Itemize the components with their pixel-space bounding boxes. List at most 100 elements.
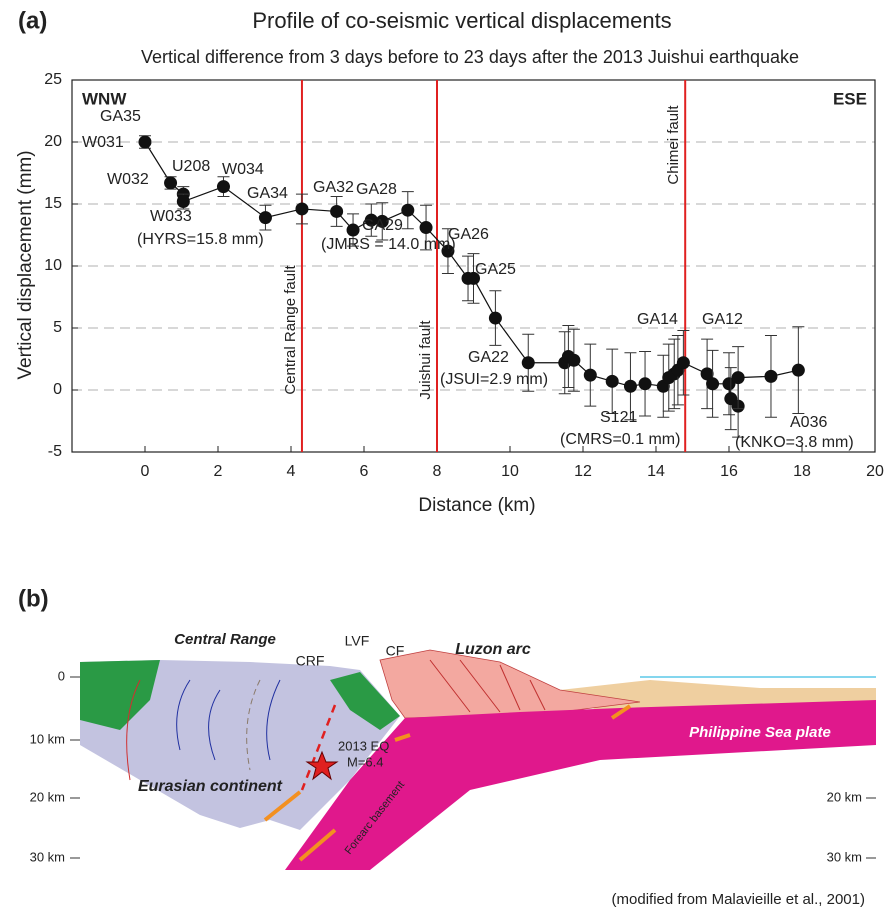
station-label: W033: [150, 208, 192, 225]
station-label: GA34: [247, 185, 288, 202]
diagram-label: Eurasian continent: [138, 778, 283, 795]
crf-fault: [300, 704, 337, 791]
x-tick-label: 12: [574, 463, 592, 480]
fault-label: Central Range fault: [282, 265, 299, 395]
station-label: GA29: [362, 217, 403, 234]
y-tick-label: 25: [44, 71, 62, 88]
diagram-label: Luzon arc: [455, 641, 531, 658]
station-label: GA12: [702, 311, 743, 328]
chart-title: Profile of co-seismic vertical displacem…: [252, 8, 671, 33]
chart-subtitle: Vertical difference from 3 days before t…: [141, 47, 799, 67]
station-label: (CMRS=0.1 mm): [560, 431, 680, 448]
y-tick-label: 5: [53, 319, 62, 336]
station-label: GA25: [475, 261, 516, 278]
x-tick-label: 18: [793, 463, 811, 480]
depth-label: 30 km: [827, 849, 862, 864]
panel-label: (b): [18, 585, 49, 612]
depth-tick: [70, 676, 876, 859]
diagram-label: Philippine Sea plate: [689, 724, 831, 741]
point: [583, 368, 597, 382]
motion-arrow: [263, 704, 632, 862]
fault: [429, 659, 546, 713]
station-label: A036: [790, 414, 827, 431]
depth-label: 0: [58, 668, 65, 683]
panel-label: (a): [18, 7, 47, 34]
point: [401, 203, 415, 217]
station-label: (HYRS=15.8 mm): [137, 231, 264, 248]
point: [467, 271, 480, 285]
point: [791, 363, 805, 377]
point: [164, 176, 178, 190]
x-tick-label: 8: [433, 463, 442, 480]
x-tick-label: 2: [214, 463, 223, 480]
station-label: W034: [222, 161, 264, 178]
y-axis-label: Vertical displacement (mm): [15, 150, 36, 379]
point: [605, 374, 619, 388]
cross-section: Central Range CRF LVF CF Luzon arc Phili…: [30, 631, 876, 908]
x-tick-label: 16: [720, 463, 738, 480]
point: [731, 371, 745, 385]
corner-label: WNW: [82, 89, 127, 108]
point: [567, 353, 581, 367]
depth-label: 30 km: [30, 849, 65, 864]
station-label: GA22: [468, 349, 509, 366]
point: [638, 377, 652, 391]
diagram-label: LVF: [345, 633, 370, 649]
y-tick-label: 0: [53, 381, 62, 398]
point: [488, 311, 502, 325]
station-label: S121: [600, 409, 637, 426]
station-label: (JSUI=2.9 mm): [440, 371, 548, 388]
point: [176, 195, 190, 209]
x-tick-label: 20: [866, 463, 884, 480]
station-label: GA28: [356, 181, 397, 198]
structure: [176, 679, 281, 761]
point: [258, 211, 272, 225]
station-label: (KNKO=3.8 mm): [735, 434, 854, 451]
plot-frame: [71, 79, 876, 453]
x-tick-label: 0: [141, 463, 150, 480]
point: [676, 356, 690, 370]
diagram-label: M=6.4: [347, 754, 384, 769]
y-tick-label: 15: [44, 195, 62, 212]
point: [623, 379, 637, 393]
point: [216, 180, 230, 194]
depth-label: 20 km: [827, 789, 862, 804]
station-label: GA35: [100, 108, 141, 125]
diagram-label: 2013 EQ: [338, 738, 389, 753]
point: [375, 214, 389, 228]
depth-label: 20 km: [30, 789, 65, 804]
y-tick-label: -5: [48, 443, 62, 460]
point: [295, 202, 309, 216]
corner-label: ESE: [833, 89, 867, 108]
station-label: U208: [172, 158, 210, 175]
green-unit: [80, 660, 160, 730]
y-tick-label: 20: [44, 133, 62, 150]
continent: [80, 660, 400, 830]
point: [441, 244, 455, 258]
point: [330, 204, 344, 218]
fault: [126, 679, 141, 781]
x-tick-label: 10: [501, 463, 519, 480]
point: [764, 369, 778, 383]
depth-label: 10 km: [30, 731, 65, 746]
station-label: GA32: [313, 179, 354, 196]
point: [346, 223, 360, 237]
epicenter-star: [305, 750, 339, 781]
point: [521, 356, 535, 370]
diagram-label: CRF: [296, 653, 325, 669]
station-label: W031: [82, 134, 124, 151]
caption: (modified from Malavieille et al., 2001): [612, 891, 865, 908]
x-tick-label: 14: [647, 463, 665, 480]
fault-label: Chimei fault: [665, 105, 682, 185]
slab: [285, 700, 876, 870]
diagram-label: Central Range: [174, 631, 276, 648]
luzon-arc: [379, 649, 641, 719]
fault-label: Juishui fault: [417, 320, 434, 400]
point: [722, 377, 736, 391]
x-tick-label: 6: [360, 463, 369, 480]
point: [138, 135, 152, 149]
point: [700, 367, 714, 381]
point: [419, 221, 433, 235]
point: [706, 377, 720, 391]
